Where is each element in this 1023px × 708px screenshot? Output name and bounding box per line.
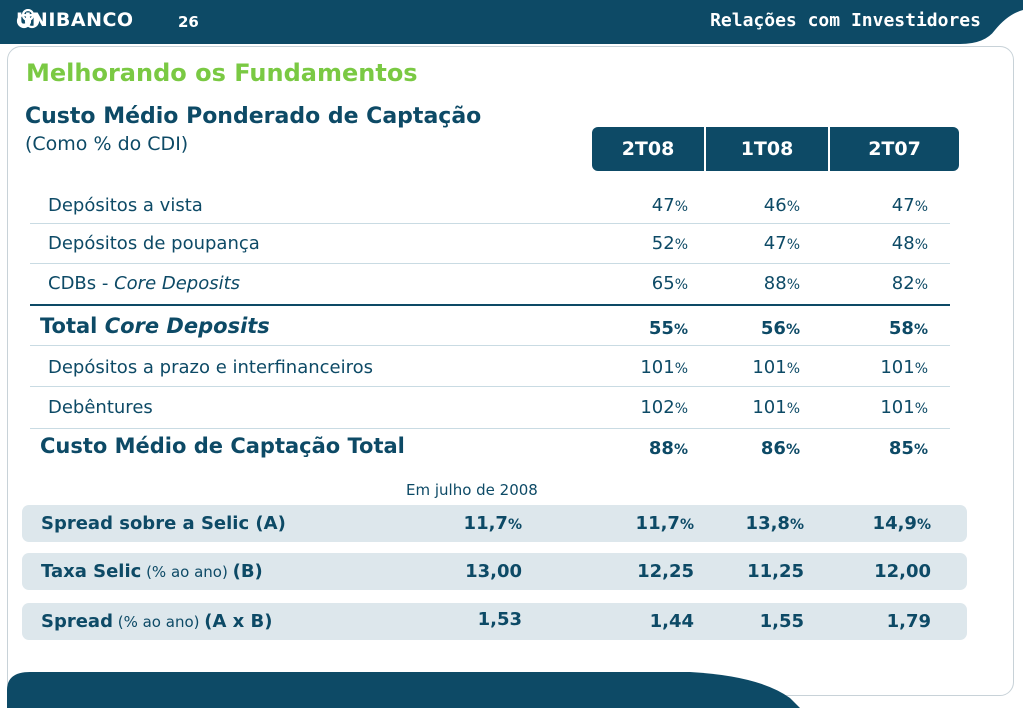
value-2t08: 55% — [648, 318, 688, 339]
value-2t07: 82% — [891, 273, 928, 294]
value-2t08: 65% — [651, 273, 688, 294]
value-1t08: 88% — [763, 273, 800, 294]
spread-selic-band: Spread sobre a Selic (A) 11,7% 11,7% 13,… — [22, 505, 967, 542]
section-title: Relações com Investidores — [710, 10, 981, 31]
table-unit-note: (Como % do CDI) — [25, 133, 189, 155]
page-title: Melhorando os Fundamentos — [26, 59, 418, 87]
value-2t07: 101% — [880, 357, 928, 378]
value-2t07: 48% — [891, 233, 928, 254]
brand-name: UNIBANCO — [16, 9, 134, 31]
value-1t08: 47% — [763, 233, 800, 254]
value-2t07: 12,00 — [874, 561, 931, 582]
table-title: Custo Médio Ponderado de Captação — [25, 104, 482, 129]
july-2008-note: Em julho de 2008 — [406, 481, 538, 499]
value-july-2008: 13,00 — [465, 561, 522, 582]
top-bar: UNIBANCO 26 Relações com Investidores — [0, 0, 1023, 44]
row-divider — [30, 263, 950, 264]
unibanco-symbol-icon — [16, 9, 40, 29]
row-label: Depósitos de poupança — [48, 233, 260, 254]
column-header-2t07: 2T07 — [830, 127, 959, 171]
bottom-bar — [7, 672, 800, 708]
value-2t08: 52% — [651, 233, 688, 254]
value-2t07: 14,9% — [872, 513, 931, 534]
band-label: Taxa Selic (% ao ano) (B) — [41, 561, 263, 582]
row-divider — [30, 428, 950, 429]
value-2t07: 101% — [880, 397, 928, 418]
value-1t08: 46% — [763, 195, 800, 216]
value-1t08: 101% — [752, 397, 800, 418]
row-label: Depósitos a vista — [48, 195, 203, 216]
value-2t08: 47% — [651, 195, 688, 216]
unibanco-logo: UNIBANCO — [16, 9, 134, 31]
value-2t08: 101% — [640, 357, 688, 378]
value-1t08: 13,8% — [745, 513, 804, 534]
row-divider — [30, 223, 950, 224]
section-divider — [30, 304, 950, 306]
row-label: Custo Médio de Captação Total — [40, 434, 405, 458]
row-label: Depósitos a prazo e interfinanceiros — [48, 357, 374, 378]
value-1t08: 86% — [760, 438, 800, 459]
row-label: CDBs - Core Deposits — [48, 273, 241, 294]
row-divider — [30, 386, 950, 387]
value-2t07: 1,79 — [886, 611, 931, 632]
value-2t08: 12,25 — [637, 561, 694, 582]
value-july-2008: 11,7% — [463, 513, 522, 534]
row-divider — [30, 345, 950, 346]
value-july-2008: 1,53 — [477, 609, 522, 630]
value-2t07: 85% — [888, 438, 928, 459]
column-header-1t08: 1T08 — [706, 127, 828, 171]
top-bar-shape — [0, 0, 1023, 44]
row-label: Debêntures — [48, 397, 153, 418]
band-label: Spread sobre a Selic (A) — [41, 513, 286, 534]
value-2t08: 102% — [640, 397, 688, 418]
page-number: 26 — [178, 13, 199, 31]
value-1t08: 56% — [760, 318, 800, 339]
row-label: Total Core Deposits — [40, 314, 270, 338]
value-1t08: 1,55 — [759, 611, 804, 632]
value-2t08: 11,7% — [635, 513, 694, 534]
value-2t08: 1,44 — [649, 611, 694, 632]
value-1t08: 101% — [752, 357, 800, 378]
spread-band: Spread (% ao ano) (A x B) 1,53 1,44 1,55… — [22, 603, 967, 640]
column-header-2t08: 2T08 — [592, 127, 704, 171]
value-2t08: 88% — [648, 438, 688, 459]
taxa-selic-band: Taxa Selic (% ao ano) (B) 13,00 12,25 11… — [22, 553, 967, 590]
value-2t07: 47% — [891, 195, 928, 216]
value-1t08: 11,25 — [747, 561, 804, 582]
value-2t07: 58% — [888, 318, 928, 339]
band-label: Spread (% ao ano) (A x B) — [41, 611, 273, 632]
